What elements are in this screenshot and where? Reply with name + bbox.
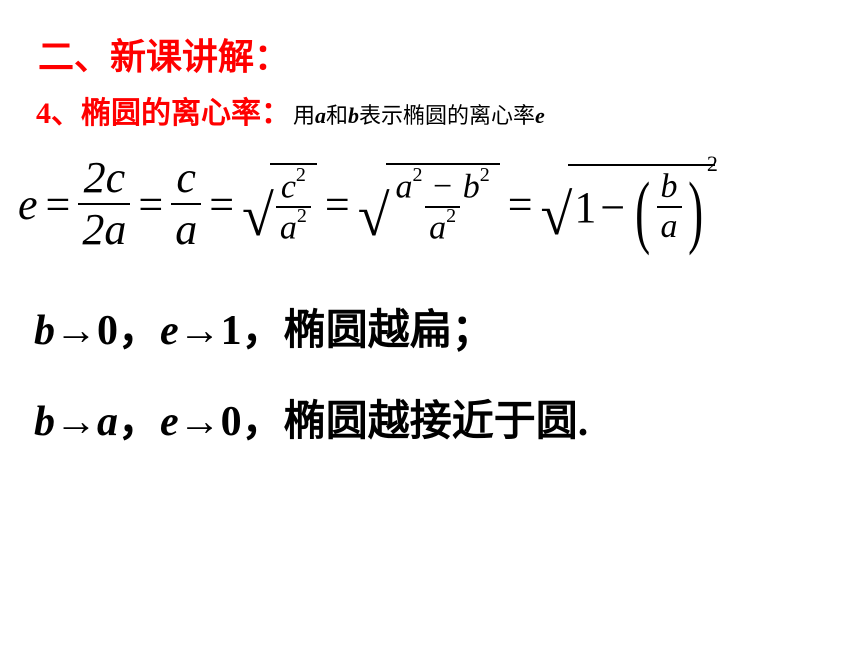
a: a — [396, 168, 413, 205]
lparen: ( — [635, 176, 650, 246]
var-b: b — [348, 103, 359, 128]
b: b — [463, 168, 480, 205]
sub-description: 用a和b表示椭圆的离心率e — [291, 98, 545, 130]
one: 1 — [221, 308, 242, 354]
sup: 2 — [446, 205, 456, 227]
t: 表示椭圆的离心率 — [359, 103, 535, 128]
radical-icon: √ — [242, 193, 274, 239]
num: c — [172, 156, 200, 203]
sqrt-a2-b2-a2: √ a2 − b2 a2 — [358, 163, 500, 246]
comma: ， — [118, 399, 160, 445]
comma: ， — [118, 308, 160, 354]
sqrt-1-minus-ba2: √ 1 − ( b a ) — [541, 164, 715, 244]
arrow-icon: → — [55, 308, 97, 354]
arrow-icon: → — [179, 308, 221, 354]
num: 2c — [80, 156, 130, 203]
e: e — [160, 399, 179, 445]
comma: ， — [242, 399, 284, 445]
den: a — [171, 203, 201, 252]
radical-icon: √ — [541, 192, 573, 238]
comma: ， — [242, 308, 284, 354]
arrow-icon: → — [179, 399, 221, 445]
section-heading: 二、新课讲解： — [0, 0, 860, 80]
sup: 2 — [480, 164, 490, 186]
subheading-row: 4、椭圆的离心率： 用a和b表示椭圆的离心率e — [0, 80, 860, 132]
conclusion-1: b→0，e→1，椭圆越扁； — [34, 296, 860, 387]
radical-icon: √ — [358, 193, 390, 239]
num: c — [281, 168, 296, 205]
num: b — [657, 170, 682, 206]
sqrt-c2-a2: √ c2 a2 — [242, 163, 317, 246]
conclusion-2: b→a，e→0，椭圆越接近于圆. — [34, 387, 860, 478]
frac: a2 − b2 a2 — [392, 169, 494, 246]
den: 2a — [78, 203, 130, 252]
sub-heading: 4、椭圆的离心率： — [36, 88, 291, 132]
den: a — [280, 209, 297, 246]
equals: = — [317, 179, 358, 230]
text: 椭圆越接近于圆. — [284, 399, 589, 445]
equation: e = 2c 2a = c a = √ c2 a2 = √ a2 − b2 — [0, 132, 860, 252]
var-e: e — [18, 179, 38, 230]
rparen: ) — [688, 176, 703, 246]
equals: = — [500, 179, 541, 230]
e: e — [160, 308, 179, 354]
zero: 0 — [221, 399, 242, 445]
t: 用 — [293, 103, 315, 128]
minus: − — [431, 168, 454, 205]
t: 和 — [326, 103, 348, 128]
frac-b-a: b a — [657, 170, 682, 244]
b: b — [34, 399, 55, 445]
sup: 2 — [413, 164, 423, 186]
minus: − — [596, 182, 629, 233]
equals: = — [38, 179, 79, 230]
b: b — [34, 308, 55, 354]
den: a — [429, 209, 446, 246]
conclusions: b→0，e→1，椭圆越扁； b→a，e→0，椭圆越接近于圆. — [0, 252, 860, 478]
a: a — [97, 399, 118, 445]
frac-c-a: c a — [171, 156, 201, 252]
den: a — [657, 206, 682, 244]
frac: c2 a2 — [276, 169, 311, 246]
frac-2c-2a: 2c 2a — [78, 156, 130, 252]
sup: 2 — [297, 205, 307, 227]
one: 1 — [574, 182, 596, 233]
var-a: a — [315, 103, 326, 128]
sup: 2 — [296, 164, 306, 186]
equals: = — [201, 179, 242, 230]
text: 椭圆越扁； — [284, 308, 494, 354]
zero: 0 — [97, 308, 118, 354]
outer-exponent: 2 — [707, 151, 718, 177]
equals: = — [130, 179, 171, 230]
var-e: e — [535, 103, 545, 128]
arrow-icon: → — [55, 399, 97, 445]
